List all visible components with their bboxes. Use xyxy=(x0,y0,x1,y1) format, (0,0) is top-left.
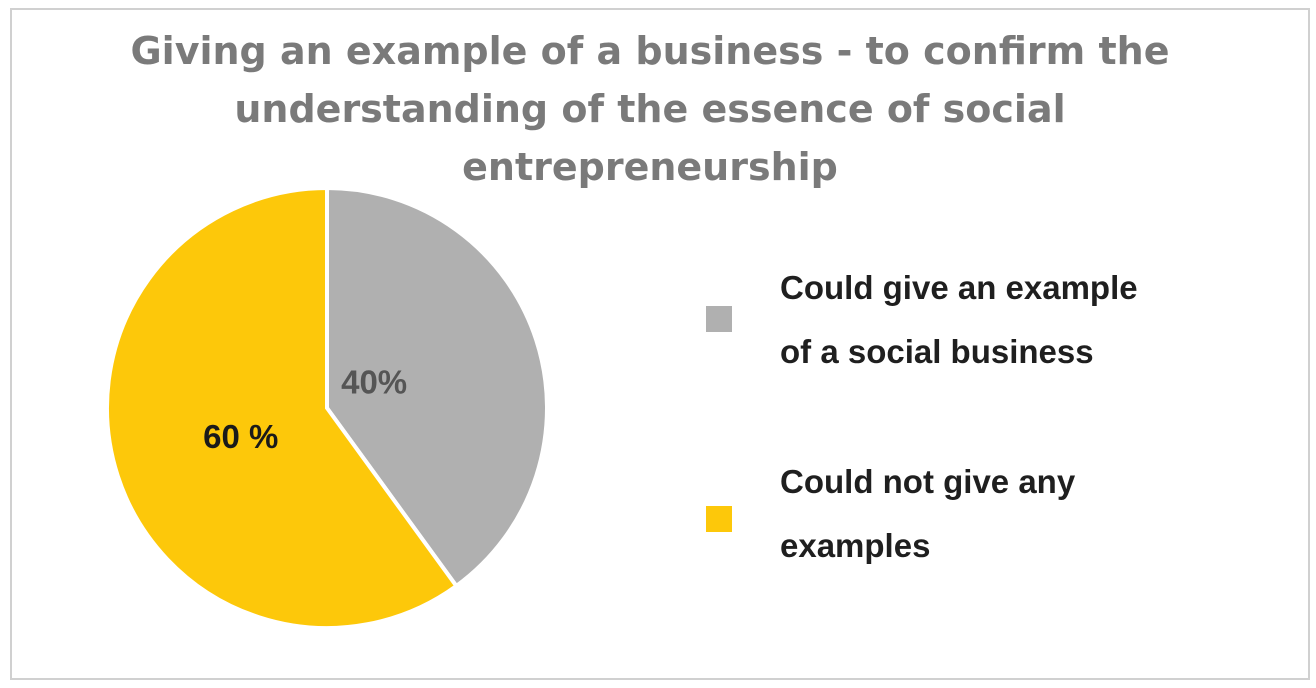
chart-title-line-2: understanding of the essence of social xyxy=(234,87,1066,131)
legend-label-line-2: examples xyxy=(780,527,931,564)
chart-title: Giving an example of a business - to con… xyxy=(40,22,1260,196)
pie-data-label: 40% xyxy=(341,364,407,401)
chart-title-line-1: Giving an example of a business - to con… xyxy=(130,29,1170,73)
legend-label-line-2: of a social business xyxy=(780,333,1094,370)
legend-label: Could give an example of a social busine… xyxy=(780,256,1138,384)
pie-slice xyxy=(325,185,549,589)
legend-label: Could not give any examples xyxy=(780,450,1075,578)
legend-label-line-1: Could give an example xyxy=(780,269,1138,306)
legend-swatch xyxy=(706,506,732,532)
pie-slice xyxy=(105,185,460,630)
legend-item-could-not-give-examples: Could not give any examples xyxy=(700,450,1260,600)
chart-title-line-3: entrepreneurship xyxy=(462,145,838,189)
legend-swatch xyxy=(706,306,732,332)
legend-item-could-give-example: Could give an example of a social busine… xyxy=(700,256,1260,406)
legend-label-line-1: Could not give any xyxy=(780,463,1076,500)
pie-data-label: 60 % xyxy=(203,418,278,455)
